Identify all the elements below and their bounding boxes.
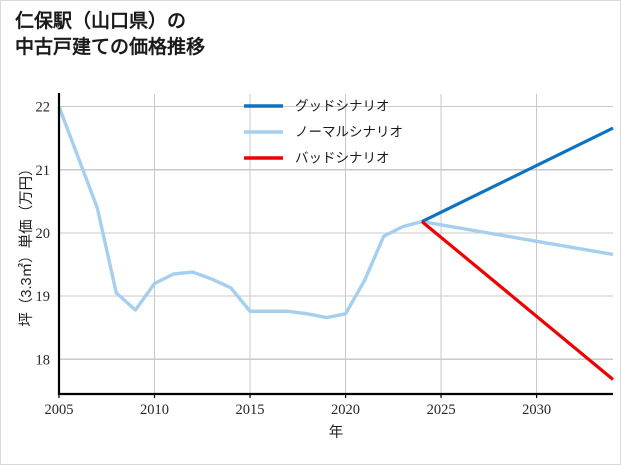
y-tick-label: 18 bbox=[36, 352, 51, 368]
y-tick-label: 19 bbox=[36, 289, 51, 305]
legend-label: グッドシナリオ bbox=[295, 99, 390, 114]
y-axis-title: 坪（3.3㎡）単価（万円） bbox=[18, 161, 35, 326]
x-tick-label: 2005 bbox=[45, 402, 74, 418]
chart-title: 仁保駅（山口県）の 中古戸建ての価格推移 bbox=[15, 11, 206, 58]
legend-label: ノーマルシナリオ bbox=[295, 125, 403, 140]
series-line-normal bbox=[57, 106, 614, 320]
gridlines-group bbox=[59, 94, 613, 394]
y-tick-label: 20 bbox=[36, 226, 51, 242]
y-tick-label: 21 bbox=[36, 163, 51, 179]
tick-labels-group: 18 19 20 21 22 2005 2010 2015 2020 2025 2030 bbox=[36, 100, 552, 418]
x-tick-label: 2025 bbox=[427, 402, 456, 418]
x-tick-label: 2020 bbox=[331, 402, 360, 418]
series-line-bad bbox=[420, 220, 615, 381]
y-tick-label: 22 bbox=[36, 100, 51, 116]
legend-label: バッドシナリオ bbox=[295, 151, 390, 166]
x-tick-label: 2030 bbox=[522, 402, 551, 418]
x-axis-title: 年 bbox=[329, 424, 344, 441]
x-tick-label: 2015 bbox=[236, 402, 265, 418]
series-group bbox=[57, 106, 615, 381]
series-line-good bbox=[421, 126, 614, 224]
x-tick-label: 2010 bbox=[140, 402, 169, 418]
